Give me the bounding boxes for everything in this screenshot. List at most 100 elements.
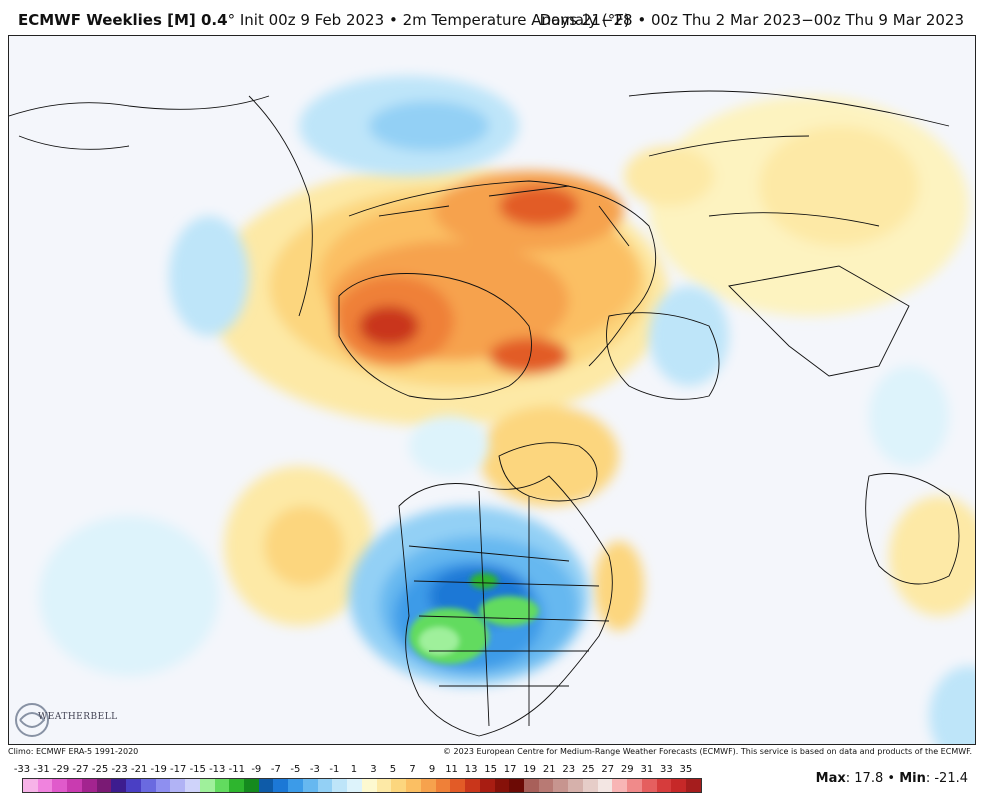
legend-label: -9: [251, 764, 262, 775]
legend-label: 5: [389, 764, 397, 775]
legend-label: -7: [270, 764, 281, 775]
legend-label: 33: [659, 764, 673, 775]
legend-swatch: [244, 779, 259, 792]
legend-swatch: [538, 779, 554, 792]
legend-label: 27: [601, 764, 615, 775]
degree-mark: °: [227, 11, 236, 29]
legend-swatch: [568, 779, 583, 792]
coastlines: [9, 90, 960, 737]
legend-label: -5: [290, 764, 301, 775]
valid-period: Days 21−28 • 00z Thu 2 Mar 2023−00z Thu …: [539, 11, 964, 29]
min-value: : -21.4: [925, 771, 968, 786]
legend-swatch: [170, 779, 186, 792]
legend-label: 11: [445, 764, 458, 775]
legend-swatch: [671, 779, 687, 792]
legend-label: -31: [33, 764, 50, 775]
legend-label: 7: [409, 764, 416, 775]
legend-label: 21: [542, 764, 556, 775]
logo-text: WEATHERBELL: [38, 712, 118, 722]
legend-label: 29: [620, 764, 634, 775]
product-name: ECMWF Weeklies [M] 0.4: [18, 11, 228, 29]
init-time: Init 00z 9 Feb 2023: [239, 11, 385, 29]
legend-swatch: [332, 779, 348, 792]
legend-swatch: [479, 779, 495, 792]
color-legend-bar: [22, 778, 702, 793]
legend-swatch: [627, 779, 642, 792]
legend-swatch: [185, 779, 200, 792]
legend-swatch: [450, 779, 466, 792]
legend-swatch: [317, 779, 333, 792]
legend-label: -27: [72, 764, 89, 775]
legend-swatch: [656, 779, 672, 792]
weatherbell-logo: [12, 700, 102, 740]
legend-labels: -33 -31 -29 -27 -25 -23 -21 -19 -17 -15 -13 -11 -9 -7…: [14, 764, 704, 777]
legend-swatch: [258, 779, 274, 792]
legend-label: -15: [189, 764, 206, 775]
legend-swatch: [406, 779, 421, 792]
legend-swatch: [140, 779, 156, 792]
legend-swatch: [67, 779, 82, 792]
legend-swatch: [126, 779, 141, 792]
climo-note: Climo: ECMWF ERA-5 1991-2020: [8, 747, 139, 756]
anomaly-map[interactable]: [8, 35, 976, 745]
legend-label: -21: [130, 764, 148, 775]
legend-swatch: [465, 779, 480, 792]
legend-label: -13: [209, 764, 226, 775]
copyright-note: © 2023 European Centre for Medium-Range …: [443, 747, 972, 756]
legend-swatch: [420, 779, 436, 792]
legend-label: -23: [111, 764, 128, 775]
legend-swatch: [523, 779, 539, 792]
legend-swatch: [288, 779, 303, 792]
max-min-readout: Max: 17.8 • Min: -21.4: [816, 771, 968, 786]
legend-swatch: [391, 779, 407, 792]
legend-label: -29: [52, 764, 70, 775]
swirl-logo-icon: [15, 703, 49, 737]
legend-swatch: [229, 779, 245, 792]
legend-swatch: [214, 779, 230, 792]
legend-swatch: [96, 779, 112, 792]
legend-swatch: [582, 779, 598, 792]
legend-label: 35: [679, 764, 693, 775]
legend-label: -25: [91, 764, 109, 775]
legend-label: 9: [428, 764, 436, 775]
legend-label: 1: [350, 764, 358, 775]
legend-swatch: [641, 779, 657, 792]
legend-swatch: [686, 779, 701, 792]
legend-label: 23: [562, 764, 576, 775]
max-value: : 17.8: [845, 771, 884, 786]
legend-swatch: [347, 779, 362, 792]
legend-swatch: [37, 779, 53, 792]
legend-label: -19: [150, 764, 167, 775]
legend-label: -17: [170, 764, 187, 775]
legend-label: -11: [228, 764, 245, 775]
legend-swatch: [81, 779, 97, 792]
legend-label: -3: [309, 764, 320, 775]
legend-swatch: [155, 779, 171, 792]
legend-swatch: [111, 779, 127, 792]
legend-swatch: [52, 779, 68, 792]
legend-swatch: [435, 779, 451, 792]
variable-name: 2m Temperature Anomaly (°F): [402, 11, 630, 29]
map-title: ECMWF Weeklies [M] 0.4° Init 00z 9 Feb 2…: [18, 11, 630, 29]
legend-label: -33: [13, 764, 31, 775]
legend-swatch: [376, 779, 392, 792]
legend-label: 17: [503, 764, 517, 775]
legend-label: 13: [464, 764, 478, 775]
legend-swatch: [361, 779, 377, 792]
legend-label: 19: [523, 764, 537, 775]
max-label: Max: [815, 771, 846, 786]
legend-swatch: [597, 779, 613, 792]
legend-label: -1: [329, 764, 340, 775]
min-label: Min: [899, 771, 926, 786]
legend-swatch: [612, 779, 628, 792]
legend-swatch: [553, 779, 569, 792]
maxmin-separator: •: [887, 771, 896, 786]
legend-swatch: [199, 779, 215, 792]
legend-label: 25: [581, 764, 595, 775]
legend-label: 15: [484, 764, 497, 775]
legend-label: 31: [640, 764, 654, 775]
legend-swatch: [23, 779, 38, 792]
legend-swatch: [273, 779, 289, 792]
map-canvas: [9, 36, 975, 744]
cold-core-field: [409, 573, 539, 664]
